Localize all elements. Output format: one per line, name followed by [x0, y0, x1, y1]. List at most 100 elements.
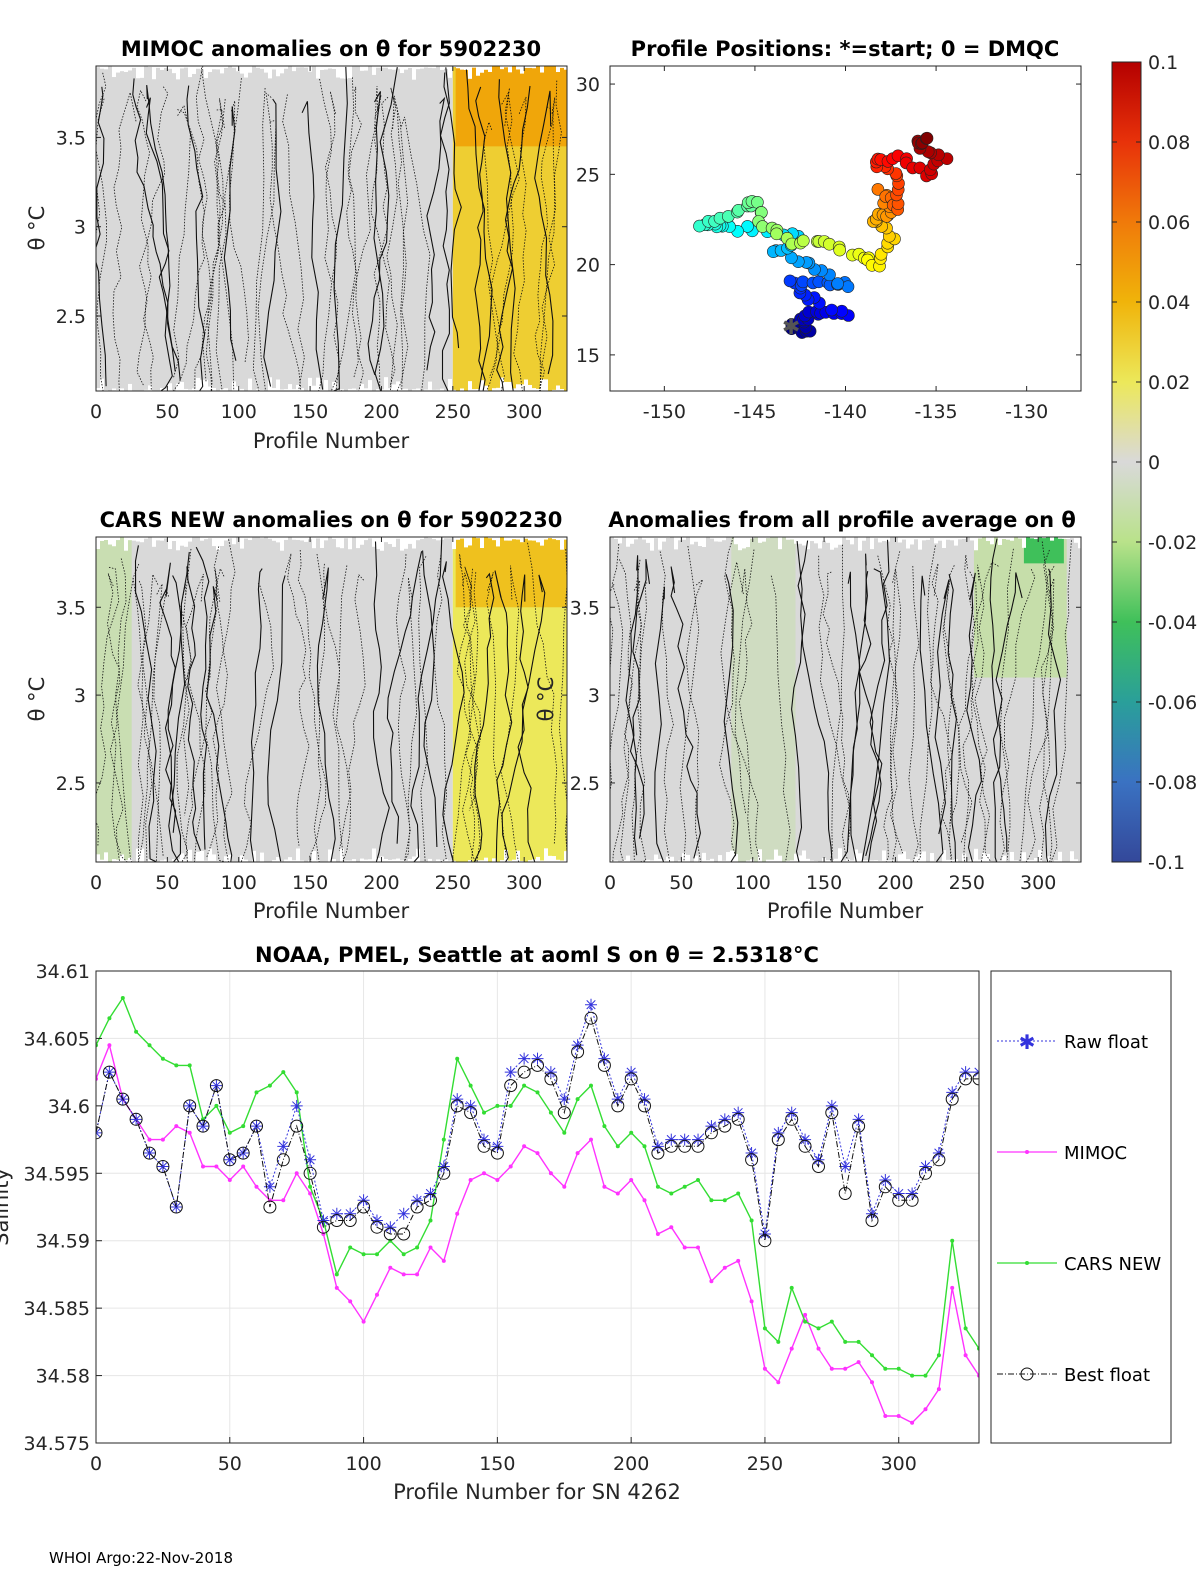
contour-line — [1018, 565, 1055, 862]
coverage-gap — [340, 537, 344, 549]
coverage-gap — [722, 860, 726, 862]
coverage-gap — [120, 854, 124, 862]
data-point-mimoc — [160, 1137, 165, 1142]
coverage-gap — [304, 66, 308, 68]
contour-line — [333, 66, 348, 391]
coverage-gap — [560, 389, 564, 391]
coverage-gap — [834, 537, 838, 548]
coverage-gap — [934, 860, 938, 862]
coverage-gap — [942, 537, 946, 548]
colorbar-tick-label: 0.08 — [1148, 132, 1190, 154]
y-tick-label: 34.605 — [24, 1028, 90, 1050]
coverage-gap — [452, 537, 456, 550]
contour-line — [929, 563, 953, 859]
data-point-mimoc — [829, 1366, 834, 1371]
data-point-raw-float — [919, 1160, 932, 1173]
coverage-gap — [886, 537, 890, 542]
coverage-gap — [372, 66, 376, 75]
coverage-gap — [244, 66, 248, 78]
x-tick-label: 300 — [1020, 872, 1056, 894]
coverage-gap — [500, 860, 504, 862]
data-point-cars-new — [214, 1103, 219, 1108]
coverage-gap — [380, 389, 384, 391]
legend-box — [990, 970, 1172, 1444]
contour-line — [195, 546, 210, 850]
coverage-gap — [416, 848, 420, 862]
y-tick-label: 30 — [576, 74, 600, 96]
coverage-gap — [552, 537, 556, 540]
coverage-gap — [1062, 537, 1066, 539]
data-point-cars-new — [548, 1110, 553, 1115]
y-tick-label: 3 — [74, 217, 86, 239]
data-point-best-float — [945, 1092, 959, 1106]
coverage-gap — [100, 537, 104, 541]
coverage-gap — [260, 537, 264, 539]
coverage-gap — [344, 537, 348, 539]
contour-line — [967, 564, 990, 862]
data-point-best-float — [838, 1187, 852, 1200]
coverage-gap — [544, 537, 548, 540]
coverage-gap — [646, 859, 650, 862]
data-point-cars-new — [308, 1184, 313, 1189]
coverage-gap — [1046, 856, 1050, 862]
data-point-mimoc — [334, 1285, 339, 1290]
contour-line — [316, 567, 336, 862]
coverage-gap — [874, 537, 878, 539]
coverage-gap — [180, 66, 184, 69]
contour-line — [890, 551, 902, 862]
coverage-gap — [392, 384, 396, 391]
coverage-gap — [100, 859, 104, 862]
data-point-best-float — [102, 1065, 116, 1079]
data-point-raw-float — [558, 1093, 571, 1106]
coverage-gap — [1054, 860, 1058, 862]
coverage-gap — [264, 66, 268, 73]
x-tick-label: 250 — [435, 401, 471, 423]
coverage-gap — [288, 857, 292, 862]
contour-line — [141, 573, 164, 857]
coverage-gap — [998, 860, 1002, 862]
x-tick-label: 0 — [90, 1453, 102, 1475]
data-point-mimoc — [388, 1265, 393, 1270]
contour-line — [720, 562, 761, 861]
coverage-gap — [1026, 859, 1030, 862]
data-point-best-float — [517, 1065, 531, 1079]
data-point-raw-float — [504, 1066, 517, 1079]
coverage-gap — [476, 389, 480, 391]
coverage-gap — [870, 860, 874, 862]
data-point-best-float — [611, 1099, 625, 1113]
coverage-gap — [1070, 851, 1074, 862]
coverage-gap — [160, 860, 164, 862]
data-point-cars-new — [843, 1339, 848, 1344]
anomaly-contours — [96, 537, 567, 862]
coverage-gap — [922, 851, 926, 862]
coverage-gap — [858, 537, 862, 551]
coverage-gap — [416, 537, 420, 541]
coverage-gap — [220, 388, 224, 391]
data-point-best-float — [878, 1180, 892, 1194]
coverage-gap — [934, 537, 938, 544]
data-point-cars-new — [428, 1218, 433, 1223]
coverage-gap — [838, 848, 842, 862]
coverage-gap — [256, 389, 260, 391]
coverage-gap — [404, 537, 408, 549]
coverage-gap — [240, 855, 244, 862]
data-point-raw-float — [143, 1147, 156, 1160]
colorbar-tick-label: 0 — [1148, 452, 1160, 474]
coverage-gap — [532, 66, 536, 69]
data-point-cars-new — [281, 1070, 286, 1075]
coverage-gap — [1034, 857, 1038, 862]
coverage-gap — [540, 537, 544, 546]
data-point-raw-float — [464, 1099, 477, 1112]
data-point-raw-float — [892, 1187, 905, 1200]
coverage-gap — [552, 389, 556, 391]
coverage-gap — [970, 537, 974, 541]
coverage-gap — [878, 860, 882, 862]
y-tick-label: 15 — [576, 345, 600, 367]
coverage-gap — [444, 859, 448, 862]
coverage-gap — [966, 860, 970, 862]
coverage-gap — [276, 379, 280, 391]
coverage-gap — [528, 537, 532, 541]
contour-line — [612, 559, 633, 862]
coverage-gap — [172, 66, 176, 74]
data-point-mimoc — [883, 1414, 888, 1418]
